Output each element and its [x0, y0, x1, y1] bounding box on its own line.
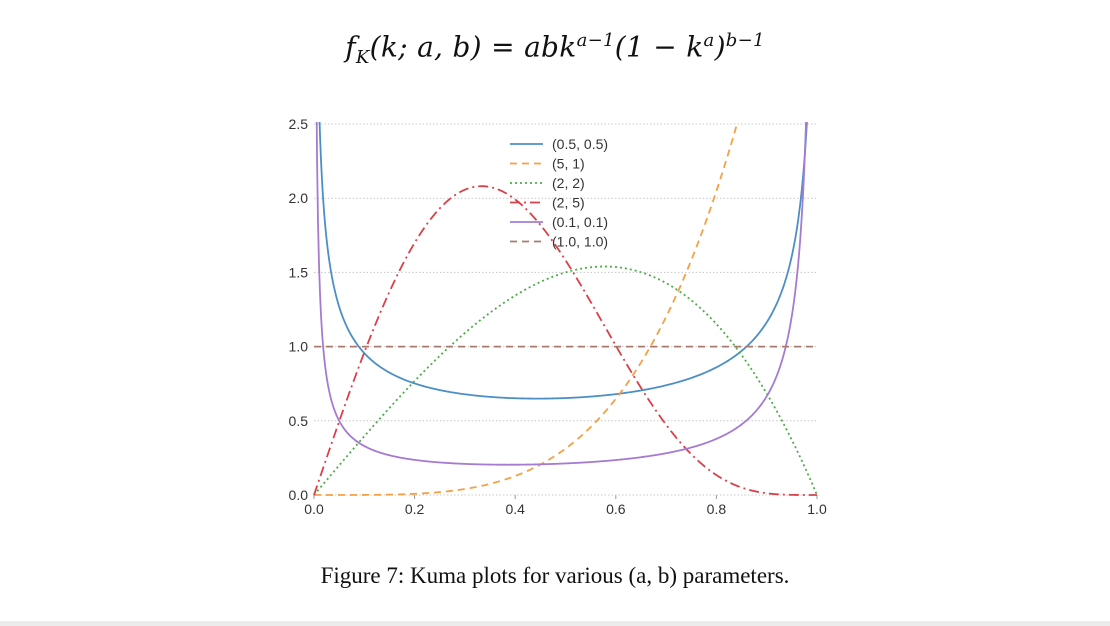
kumaraswamy-pdf-equation: fK(k; a, b) = abka−1(1 − ka)b−1	[0, 30, 1110, 68]
series-line-2	[313, 265, 818, 496]
x-tick-label: 0.2	[405, 501, 425, 517]
equation-exponent-2: a	[703, 30, 715, 51]
legend-entry: (5, 1)	[552, 156, 585, 172]
legend-entry: (2, 2)	[552, 175, 585, 191]
legend-entry: (0.5, 0.5)	[552, 136, 608, 152]
y-tick-label: 0.5	[289, 413, 309, 429]
y-tick-label: 0.0	[289, 487, 309, 503]
series-line-3	[313, 185, 817, 496]
equation-close: )	[714, 30, 726, 64]
series-line-4	[315, 122, 807, 466]
y-tick-label: 1.0	[289, 339, 309, 355]
kuma-plot: 0.0 0.5 1.0 1.5 2.0 2.5 0.0 0.2 0.4 0.6 0.8 1.0 (0.5…	[289, 116, 827, 517]
y-tick-label: 1.5	[289, 264, 309, 280]
x-tick-label: 0.4	[505, 501, 525, 517]
y-tick-label: 2.5	[289, 116, 309, 132]
equation-f: f	[345, 30, 356, 64]
legend-entry: (0.1, 0.1)	[552, 214, 608, 230]
y-tick-label: 2.0	[289, 190, 309, 206]
x-tick-label: 0.6	[606, 501, 626, 517]
legend-entry: (1.0, 1.0)	[552, 234, 608, 250]
figure-caption: Figure 7: Kuma plots for various (a, b) …	[320, 563, 790, 588]
equation-args: (k; a, b) = abk	[369, 30, 577, 64]
equation-f-subscript: K	[355, 46, 370, 68]
equation-exponent-3: b−1	[725, 30, 765, 51]
series-group	[313, 122, 818, 496]
x-tick-label: 0.0	[304, 501, 324, 517]
x-tick-label: 0.8	[707, 501, 727, 517]
equation-mid: (1 − k	[614, 30, 704, 64]
x-tick-label: 1.0	[807, 501, 827, 517]
series-line-0	[318, 122, 808, 400]
legend-entry: (2, 5)	[552, 195, 585, 211]
equation-exponent-1: a−1	[576, 30, 615, 51]
